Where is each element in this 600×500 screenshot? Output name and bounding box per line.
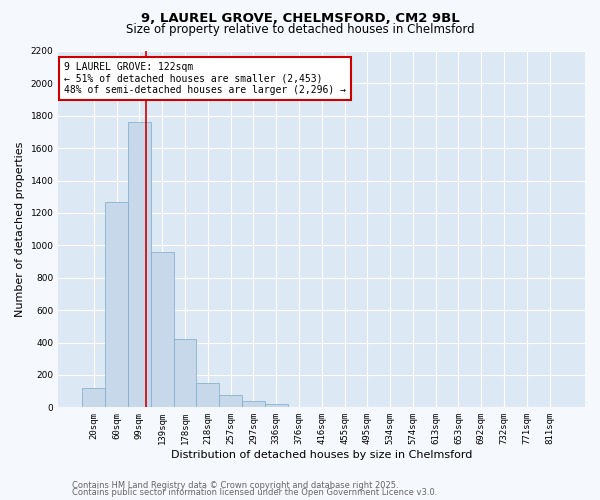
Text: Size of property relative to detached houses in Chelmsford: Size of property relative to detached ho… [125,22,475,36]
X-axis label: Distribution of detached houses by size in Chelmsford: Distribution of detached houses by size … [171,450,472,460]
Text: 9, LAUREL GROVE, CHELMSFORD, CM2 9BL: 9, LAUREL GROVE, CHELMSFORD, CM2 9BL [140,12,460,26]
Text: Contains public sector information licensed under the Open Government Licence v3: Contains public sector information licen… [72,488,437,497]
Bar [173,340,196,407]
Bar [128,122,151,408]
Text: Contains HM Land Registry data © Crown copyright and database right 2025.: Contains HM Land Registry data © Crown c… [72,480,398,490]
Y-axis label: Number of detached properties: Number of detached properties [15,142,25,317]
Bar [287,406,310,408]
Bar [105,202,128,408]
Text: 9 LAUREL GROVE: 122sqm
← 51% of detached houses are smaller (2,453)
48% of semi-: 9 LAUREL GROVE: 122sqm ← 51% of detached… [64,62,346,95]
Bar [242,401,265,407]
Bar [151,252,173,408]
Bar [265,404,287,407]
Bar [219,395,242,407]
Bar [196,383,219,407]
Bar [82,388,105,407]
